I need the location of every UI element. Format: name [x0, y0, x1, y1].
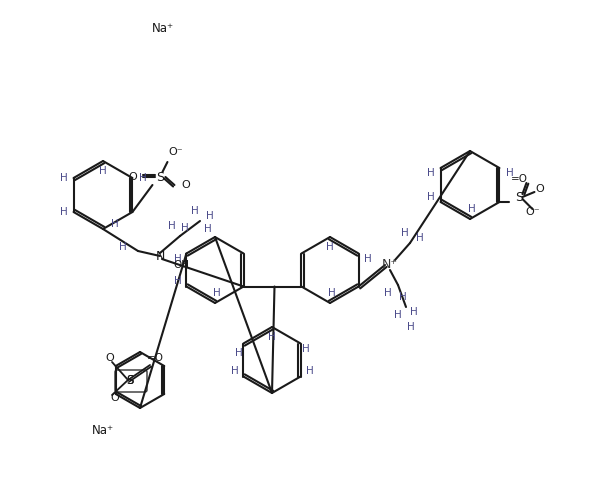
Text: H: H	[204, 224, 212, 234]
Text: Na⁺: Na⁺	[92, 423, 114, 436]
Text: H: H	[99, 166, 107, 176]
Text: H: H	[426, 168, 434, 178]
Text: H: H	[506, 168, 513, 178]
FancyBboxPatch shape	[115, 370, 147, 392]
Text: H: H	[302, 343, 309, 354]
Text: H: H	[234, 349, 242, 358]
Text: H: H	[384, 288, 392, 298]
Text: =O: =O	[147, 353, 164, 363]
Text: H: H	[138, 173, 146, 183]
Text: H: H	[328, 288, 336, 298]
Text: N: N	[155, 250, 165, 262]
Text: O: O	[535, 184, 544, 194]
Text: H: H	[326, 242, 334, 252]
Text: O⁻: O⁻	[525, 207, 540, 217]
Text: O: O	[111, 393, 120, 403]
Text: H: H	[60, 207, 68, 217]
Text: H: H	[426, 192, 434, 202]
Text: H: H	[364, 253, 371, 263]
Text: OH: OH	[173, 261, 190, 271]
Text: H: H	[407, 322, 415, 332]
Text: H: H	[111, 219, 119, 229]
Text: H: H	[231, 366, 239, 376]
Text: H: H	[399, 292, 407, 302]
Text: H: H	[268, 332, 276, 342]
Text: S: S	[515, 191, 524, 204]
Text: H: H	[401, 228, 409, 238]
Text: N⁺: N⁺	[382, 259, 398, 272]
Text: O: O	[106, 353, 114, 363]
Text: H: H	[394, 310, 402, 320]
Text: H: H	[168, 221, 176, 231]
Text: H: H	[60, 173, 68, 183]
Text: O⁻: O⁻	[168, 147, 183, 157]
Text: S: S	[126, 374, 133, 387]
Text: H: H	[416, 233, 424, 243]
Text: H: H	[181, 223, 189, 233]
Text: H: H	[213, 288, 221, 298]
Text: =O: =O	[511, 174, 528, 184]
Text: S: S	[156, 171, 164, 183]
Text: H: H	[468, 204, 476, 214]
Text: O: O	[181, 180, 190, 190]
Text: H: H	[306, 366, 313, 376]
Text: Na⁺: Na⁺	[152, 22, 174, 34]
Text: O: O	[128, 172, 137, 182]
Text: H: H	[191, 206, 199, 216]
Text: H: H	[410, 307, 418, 317]
Text: S: S	[126, 374, 133, 387]
Text: H: H	[173, 276, 181, 286]
Text: H: H	[119, 242, 127, 252]
Text: H: H	[206, 211, 214, 221]
Text: H: H	[173, 253, 181, 263]
